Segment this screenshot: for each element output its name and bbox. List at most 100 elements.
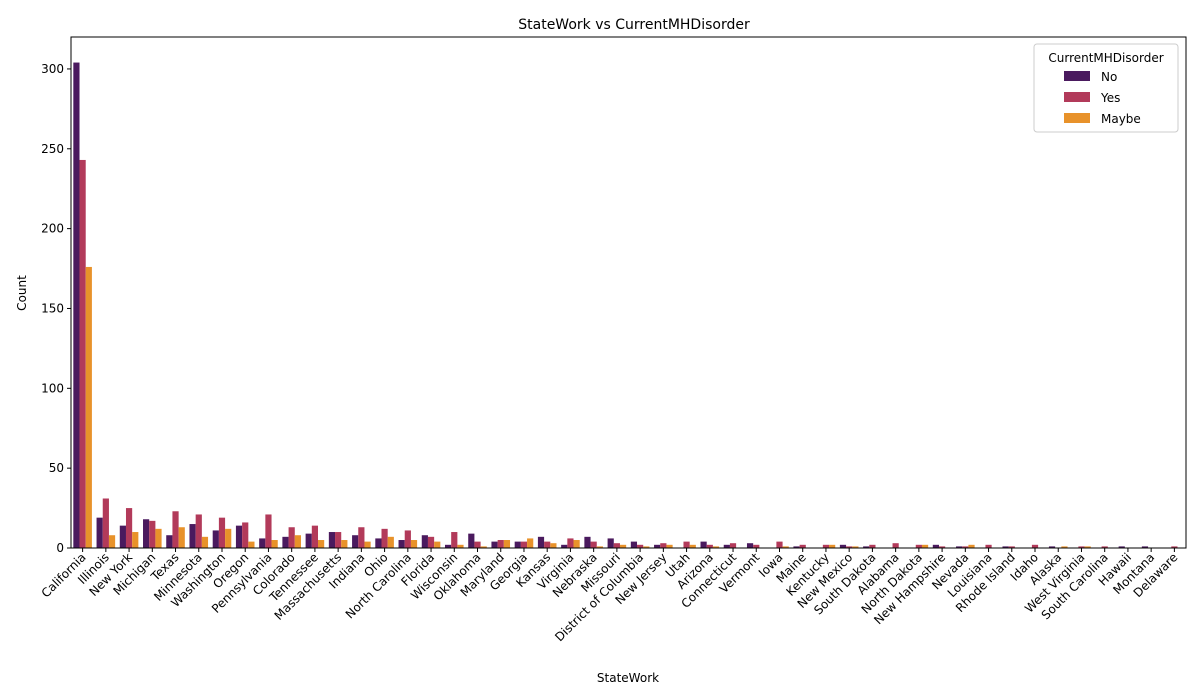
bar-yes <box>1101 546 1108 548</box>
bar-yes <box>985 544 992 548</box>
bar-yes <box>474 541 481 548</box>
bar-yes <box>172 511 179 548</box>
bar-yes <box>846 546 853 548</box>
bar-maybe <box>666 544 673 548</box>
plot-frame <box>70 36 1187 549</box>
bar-yes <box>776 541 783 548</box>
bar-maybe <box>108 535 116 548</box>
y-tick-label: 200 <box>41 222 64 236</box>
bar-yes <box>822 544 830 548</box>
bar-no <box>468 533 475 548</box>
bar-yes <box>637 544 644 548</box>
bar-no <box>259 538 266 548</box>
legend-label-yes: Yes <box>1100 91 1120 105</box>
bar-no <box>96 517 103 548</box>
bar-yes <box>195 514 202 548</box>
bar-no <box>444 544 452 548</box>
legend-label-no: No <box>1101 70 1117 84</box>
bar-yes <box>729 543 737 548</box>
bar-no <box>282 536 289 548</box>
bar-no <box>956 546 963 548</box>
y-tick-label: 100 <box>41 381 64 395</box>
bar-yes <box>520 541 528 548</box>
bar-maybe <box>782 546 789 548</box>
bar-maybe <box>434 541 441 548</box>
bar-no <box>654 544 661 548</box>
bar-yes <box>404 530 411 548</box>
bar-no <box>1118 546 1125 548</box>
bar-yes <box>1171 546 1178 548</box>
bar-no <box>537 536 545 548</box>
legend: CurrentMHDisorder No Yes Maybe <box>1033 43 1179 133</box>
bar-maybe <box>294 535 301 548</box>
bar-maybe <box>85 266 92 548</box>
bar-no <box>352 535 359 548</box>
bar-no <box>212 530 219 548</box>
bar-yes <box>938 546 946 548</box>
bar-yes <box>335 532 342 548</box>
bar-no <box>1141 546 1149 548</box>
bar-maybe <box>341 540 348 548</box>
bar-yes <box>451 532 458 548</box>
bar-maybe <box>457 544 464 548</box>
bar-yes <box>427 536 435 548</box>
bar-maybe <box>921 544 929 548</box>
bar-no <box>375 538 382 548</box>
bar-maybe <box>387 536 394 548</box>
bar-maybe <box>155 528 162 548</box>
bar-no <box>793 546 800 548</box>
bar-maybe <box>573 540 580 548</box>
bar-no <box>839 544 847 548</box>
legend-title: CurrentMHDisorder <box>1048 51 1163 65</box>
bar-maybe <box>829 544 836 548</box>
bar-yes <box>892 543 899 548</box>
bar-no <box>1048 546 1056 548</box>
bar-yes <box>567 538 574 548</box>
bar-no <box>700 541 707 548</box>
x-axis-label: StateWork <box>597 671 659 685</box>
bar-maybe <box>596 546 603 548</box>
bar-yes <box>1031 544 1039 548</box>
bar-maybe <box>968 544 975 548</box>
bar-yes <box>1008 546 1015 548</box>
bar-no <box>143 519 150 548</box>
legend-box <box>1033 43 1179 133</box>
y-tick-label: 0 <box>56 541 64 555</box>
bar-maybe <box>201 536 209 548</box>
bar-yes <box>149 520 156 548</box>
legend-label-maybe: Maybe <box>1101 112 1141 126</box>
bar-maybe <box>550 543 557 548</box>
bar-no <box>607 538 614 548</box>
y-tick-label: 50 <box>49 461 64 475</box>
bar-no <box>561 544 568 548</box>
bar-no <box>630 541 638 548</box>
bar-yes <box>358 527 365 548</box>
bar-no <box>746 543 754 548</box>
legend-swatch-maybe <box>1064 113 1090 123</box>
bar-maybe <box>1061 546 1068 548</box>
bar-yes <box>125 508 133 548</box>
bar-no <box>863 546 870 548</box>
bar-no <box>305 533 312 548</box>
bar-yes <box>242 522 249 548</box>
bar-no <box>421 535 428 548</box>
y-axis-label: Count <box>15 275 29 311</box>
legend-swatch-yes <box>1064 92 1090 102</box>
bar-yes <box>265 514 272 548</box>
bar-yes <box>962 546 969 548</box>
bar-yes <box>79 159 86 548</box>
bar-maybe <box>178 527 185 548</box>
bar-yes <box>1078 546 1085 548</box>
bar-yes <box>915 544 922 548</box>
bar-maybe <box>852 546 859 548</box>
bar-maybe <box>619 544 627 548</box>
bar-no <box>235 525 243 548</box>
legend-swatch-no <box>1064 71 1090 81</box>
bar-yes <box>613 543 620 548</box>
bar-no <box>1002 546 1009 548</box>
bar-maybe <box>1084 546 1091 548</box>
bar-yes <box>683 541 690 548</box>
bar-yes <box>288 527 295 548</box>
